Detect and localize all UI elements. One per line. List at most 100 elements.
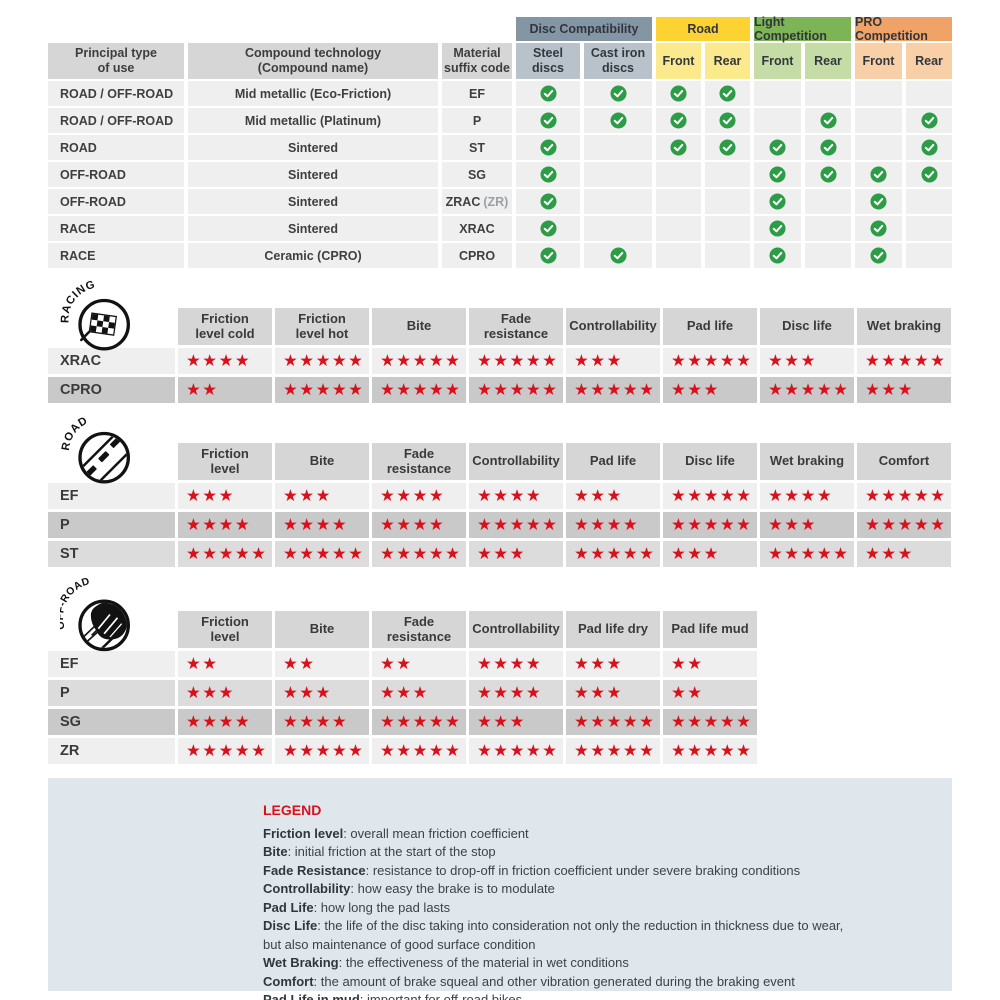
check-icon <box>870 220 887 237</box>
rating-row-label: EF <box>48 651 175 677</box>
star-rating: ★★★★★ <box>760 377 854 403</box>
compat-header-spacer <box>48 17 512 41</box>
star-rating: ★★★ <box>469 709 563 735</box>
compat-check-cell <box>855 81 902 106</box>
check-icon <box>719 85 736 102</box>
star-rating: ★★★★★ <box>372 738 466 764</box>
compat-sub-header: Steel discs <box>516 43 580 79</box>
star-rating: ★★★★★ <box>566 541 660 567</box>
compat-col-header: Compound technology (Compound name) <box>188 43 438 79</box>
rating-col-header: Pad life dry <box>566 611 660 648</box>
star-rating: ★★★★ <box>372 512 466 538</box>
check-icon <box>870 166 887 183</box>
compat-check-cell <box>584 81 652 106</box>
group-header-light-competition: Light Competition <box>754 15 851 43</box>
compat-code-cell: SG <box>442 162 512 187</box>
rating-col-header: Fade resistance <box>372 611 466 648</box>
compat-use-cell: OFF-ROAD <box>48 189 184 214</box>
rating-col-header: Friction level <box>178 611 272 648</box>
legend-term: Controllability <box>263 881 351 897</box>
legend-line: Fade Resistance: resistance to drop-off … <box>263 862 801 878</box>
star-rating: ★★ <box>663 651 757 677</box>
star-rating: ★★★★ <box>178 709 272 735</box>
check-icon <box>870 193 887 210</box>
legend-term: Bite <box>263 844 288 860</box>
star-rating: ★★★ <box>178 483 272 509</box>
compat-sub-header: Front <box>855 43 902 79</box>
rating-row-label: CPRO <box>48 377 175 403</box>
check-icon <box>670 139 687 156</box>
compat-check-cell <box>705 216 750 241</box>
star-rating: ★★★ <box>275 483 369 509</box>
racing-flag-icon: RACING <box>59 278 140 358</box>
compat-check-cell <box>516 189 580 214</box>
compat-check-cell <box>584 162 652 187</box>
star-rating: ★★★★ <box>566 512 660 538</box>
check-icon <box>769 193 786 210</box>
star-rating: ★★★★ <box>469 651 563 677</box>
group-header-pro-competition: PRO Competition <box>855 15 952 43</box>
star-rating: ★★★★ <box>275 709 369 735</box>
star-rating: ★★★ <box>566 680 660 706</box>
check-icon <box>609 112 627 129</box>
compat-check-cell <box>584 108 652 133</box>
compat-col-header: Material suffix code <box>442 43 512 79</box>
compat-check-cell <box>805 135 851 160</box>
star-rating: ★★★★ <box>178 512 272 538</box>
compat-use-cell: RACE <box>48 243 184 268</box>
rating-col-header: Bite <box>275 443 369 480</box>
group-header-road: Road <box>656 17 750 41</box>
check-icon <box>609 247 627 264</box>
compat-check-cell <box>754 162 801 187</box>
compat-check-cell <box>705 108 750 133</box>
compat-check-cell <box>656 243 701 268</box>
compat-check-cell <box>754 135 801 160</box>
star-rating: ★★ <box>178 651 272 677</box>
compat-use-cell: ROAD / OFF-ROAD <box>48 108 184 133</box>
star-rating: ★★★ <box>372 680 466 706</box>
check-icon <box>719 139 736 156</box>
star-rating: ★★★★★ <box>469 377 563 403</box>
legend-line: Friction level: overall mean friction co… <box>263 826 529 841</box>
compat-check-cell <box>805 108 851 133</box>
legend-line: Wet Braking: the effectiveness of the ma… <box>263 955 629 971</box>
group-header-disc-compatibility: Disc Compatibility <box>516 17 652 41</box>
star-rating: ★★★★★ <box>372 348 466 374</box>
star-rating: ★★★★★ <box>566 377 660 403</box>
legend-term: Comfort <box>263 973 314 989</box>
compat-sub-header: Rear <box>906 43 952 79</box>
compat-check-cell <box>855 216 902 241</box>
check-icon <box>609 85 627 102</box>
star-rating: ★★★★★ <box>178 738 272 764</box>
rating-col-header: Fade resistance <box>372 443 466 480</box>
rating-col-header: Wet braking <box>857 308 951 345</box>
star-rating: ★★★★★ <box>663 709 757 735</box>
rating-row-label: EF <box>48 483 175 509</box>
racing-table: Friction level cold Friction level hot Bit… <box>48 280 952 403</box>
star-rating: ★★★★★ <box>469 348 563 374</box>
star-rating: ★★★★ <box>372 483 466 509</box>
compat-check-cell <box>754 81 801 106</box>
rating-row-label: XRAC <box>48 348 175 374</box>
section-road: ROAD Friction level Bite Fade resistance Co… <box>48 413 952 567</box>
star-rating: ★★★★★ <box>372 709 466 735</box>
rating-col-header: Controllability <box>469 443 563 480</box>
check-icon <box>870 247 887 264</box>
compat-sub-header: Cast iron discs <box>584 43 652 79</box>
compat-check-cell <box>855 162 902 187</box>
star-rating: ★★★★ <box>469 680 563 706</box>
legend-line: Pad Life: how long the pad lasts <box>263 899 451 915</box>
check-icon <box>670 85 687 102</box>
legend-line: Disc Life: the life of the disc taking i… <box>263 918 844 934</box>
check-icon <box>819 139 837 156</box>
compat-check-cell <box>516 108 580 133</box>
star-rating: ★★★★ <box>469 483 563 509</box>
compat-code-cell: ZRAC (ZR) <box>442 189 512 214</box>
star-rating: ★★★★★ <box>275 541 369 567</box>
star-rating: ★★★★★ <box>663 348 757 374</box>
compat-check-cell <box>855 108 902 133</box>
compat-check-cell <box>754 189 801 214</box>
check-icon <box>920 139 938 156</box>
compat-check-cell <box>855 189 902 214</box>
